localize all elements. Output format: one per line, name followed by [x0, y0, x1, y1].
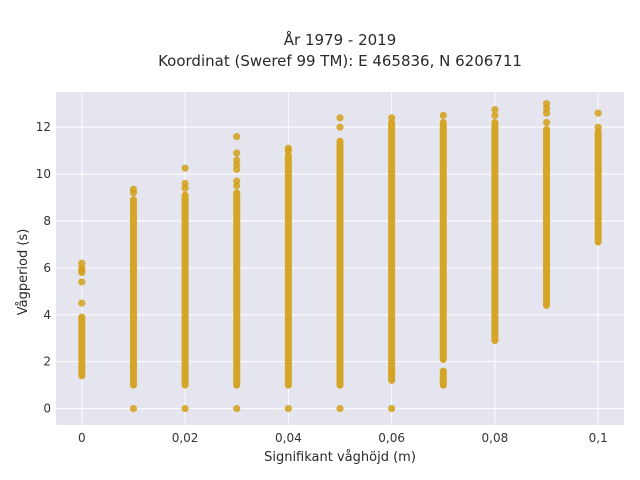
x-tick-label: 0,06 [378, 431, 405, 445]
data-point [388, 369, 396, 378]
y-tick-label: 12 [36, 120, 51, 134]
data-point [388, 404, 396, 413]
data-point [594, 109, 602, 117]
data-point [233, 156, 241, 164]
data-point [129, 185, 138, 193]
data-point [284, 144, 292, 152]
x-tick-label: 0,04 [275, 431, 302, 445]
data-point [336, 114, 344, 122]
data-point [233, 132, 241, 141]
y-tick-label: 4 [43, 308, 51, 322]
data-point [78, 278, 86, 286]
data-point [388, 114, 396, 122]
x-tick-label: 0,08 [482, 431, 509, 445]
y-tick-label: 2 [43, 355, 51, 369]
data-point [181, 404, 189, 413]
y-tick-label: 8 [43, 214, 51, 228]
data-point [284, 404, 292, 413]
data-column [181, 164, 189, 413]
tick-labels: 0 0,02 0,04 0,06 0,08 0,1 0 2 4 6 8 10 12 [36, 120, 608, 445]
data-point [233, 149, 241, 157]
data-column [284, 144, 292, 413]
data-column [542, 100, 551, 309]
x-tick-label: 0,02 [172, 431, 199, 445]
data-point [542, 118, 551, 127]
x-tick-label: 0,1 [589, 431, 608, 445]
data-column [594, 109, 602, 246]
data-point [491, 111, 499, 120]
x-axis-title: Signifikant våghöjd (m) [264, 450, 416, 465]
data-column [388, 114, 396, 413]
chart-title-line2: Koordinat (Sweref 99 TM): E 465836, N 62… [158, 52, 522, 70]
data-column [129, 185, 138, 413]
data-point [594, 123, 602, 131]
data-points [78, 100, 602, 413]
data-point [233, 404, 241, 413]
data-column [78, 259, 86, 380]
y-axis-title: Vågperiod (s) [16, 229, 31, 316]
data-point [439, 111, 447, 120]
data-point [78, 299, 86, 307]
data-point [542, 100, 551, 108]
data-point [129, 404, 138, 413]
data-column [491, 105, 499, 345]
data-column [233, 132, 241, 413]
data-point [181, 164, 189, 172]
data-point [78, 259, 86, 267]
data-point [233, 177, 241, 185]
data-point [336, 123, 344, 131]
y-tick-label: 6 [43, 261, 51, 275]
chart-title-line1: År 1979 - 2019 [284, 30, 397, 49]
data-column [336, 114, 344, 413]
y-tick-label: 0 [43, 402, 51, 416]
data-point [336, 404, 344, 413]
data-column [439, 111, 447, 389]
data-point [181, 179, 189, 188]
data-point [491, 105, 499, 114]
x-tick-label: 0 [78, 431, 86, 445]
y-tick-label: 10 [36, 167, 51, 181]
